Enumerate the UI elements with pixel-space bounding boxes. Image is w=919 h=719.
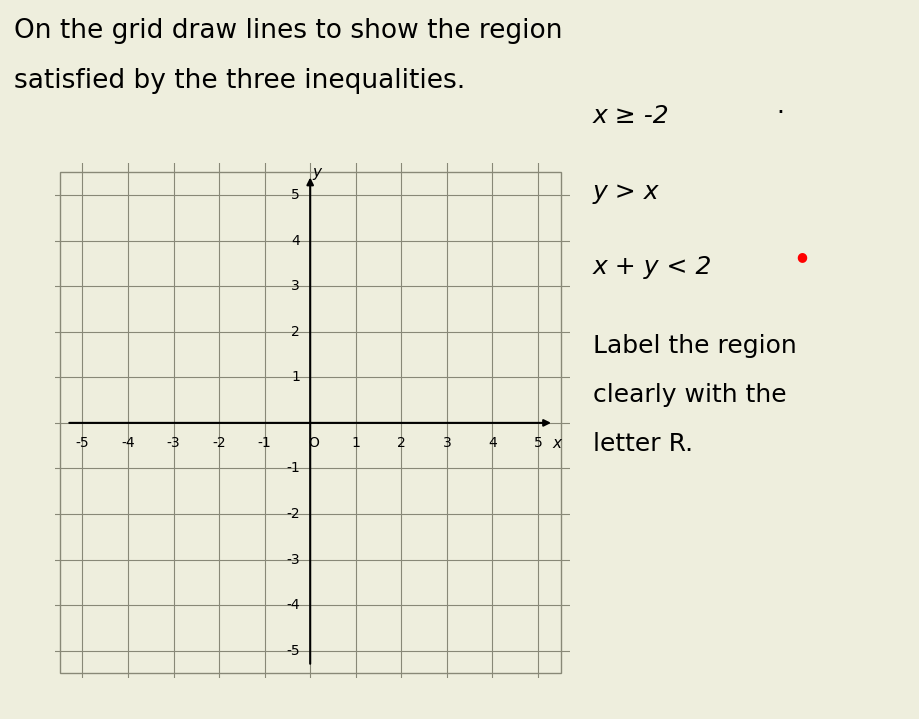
Text: y: y (312, 165, 322, 180)
Text: x + y < 2: x + y < 2 (593, 255, 712, 279)
Text: 1: 1 (351, 436, 360, 449)
Text: x: x (552, 436, 562, 451)
Text: satisfied by the three inequalities.: satisfied by the three inequalities. (14, 68, 465, 94)
Text: 4: 4 (291, 234, 301, 248)
Text: 5: 5 (291, 188, 301, 202)
Text: -3: -3 (166, 436, 180, 449)
Text: 1: 1 (291, 370, 301, 385)
Text: O: O (309, 436, 319, 449)
Text: -4: -4 (121, 436, 135, 449)
Text: y > x: y > x (593, 180, 659, 203)
Text: -2: -2 (287, 507, 301, 521)
Text: clearly with the: clearly with the (593, 383, 787, 407)
Text: 3: 3 (291, 279, 301, 293)
Text: ●: ● (797, 250, 808, 263)
Text: -3: -3 (287, 552, 301, 567)
Text: ·: · (777, 101, 785, 124)
Text: 3: 3 (442, 436, 451, 449)
Text: 2: 2 (397, 436, 405, 449)
Text: -5: -5 (287, 644, 301, 658)
Text: 5: 5 (534, 436, 542, 449)
Text: 4: 4 (488, 436, 497, 449)
Text: Label the region: Label the region (593, 334, 797, 358)
Text: On the grid draw lines to show the region: On the grid draw lines to show the regio… (14, 18, 562, 44)
Text: -1: -1 (257, 436, 271, 449)
Text: -1: -1 (287, 462, 301, 475)
Text: 2: 2 (291, 325, 301, 339)
Text: letter R.: letter R. (593, 432, 693, 456)
Text: -2: -2 (212, 436, 226, 449)
Text: x ≥ -2: x ≥ -2 (593, 104, 669, 128)
Text: -5: -5 (75, 436, 89, 449)
Text: -4: -4 (287, 598, 301, 612)
